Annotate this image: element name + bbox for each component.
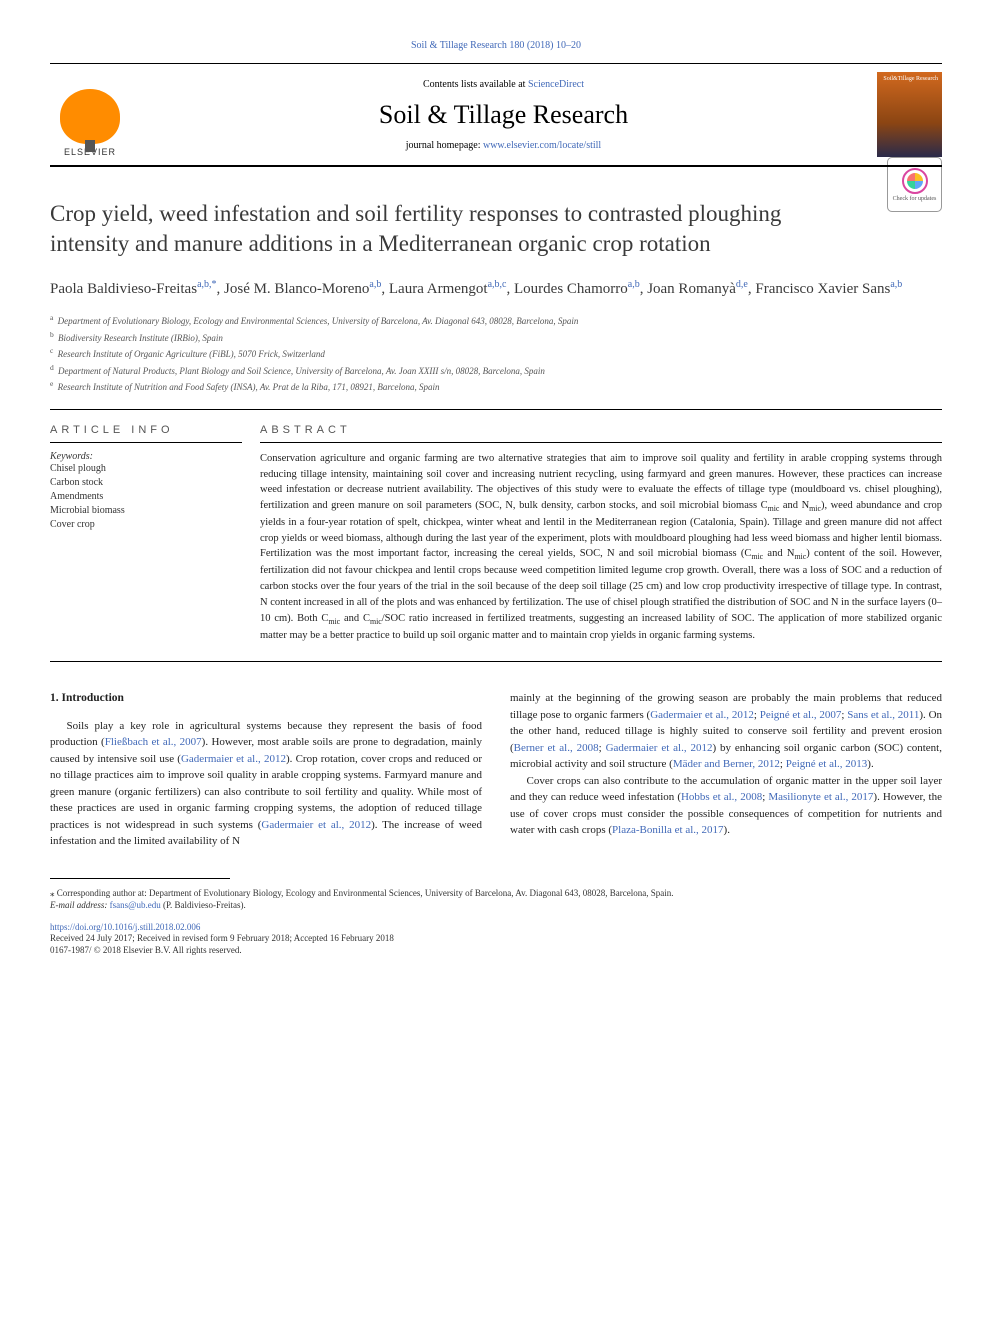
- contents-prefix: Contents lists available at: [423, 79, 528, 90]
- intro-heading: 1. Introduction: [50, 690, 482, 707]
- contents-available: Contents lists available at ScienceDirec…: [130, 79, 877, 90]
- check-updates-label: Check for updates: [893, 196, 937, 202]
- sciencedirect-link[interactable]: ScienceDirect: [528, 79, 584, 90]
- keywords-list: Chisel ploughCarbon stockAmendmentsMicro…: [50, 462, 242, 532]
- keyword-item: Chisel plough: [50, 462, 242, 476]
- affiliation-d: d Department of Natural Products, Plant …: [50, 362, 942, 379]
- article-body: 1. Introduction Soils play a key role in…: [50, 690, 942, 849]
- journal-cover-thumbnail: Soil&Tillage Research: [877, 72, 942, 157]
- journal-reference: Soil & Tillage Research 180 (2018) 10–20: [50, 40, 942, 51]
- author-list: Paola Baldivieso-Freitasa,b,*, José M. B…: [50, 277, 942, 301]
- keyword-item: Microbial biomass: [50, 504, 242, 518]
- affiliation-a: a Department of Evolutionary Biology, Ec…: [50, 312, 942, 329]
- intro-paragraph-2: mainly at the beginning of the growing s…: [510, 690, 942, 773]
- abstract-text: Conservation agriculture and organic far…: [260, 451, 942, 643]
- email-author-name: (P. Baldivieso-Freitas).: [163, 900, 246, 910]
- received-line: Received 24 July 2017; Received in revis…: [50, 932, 942, 945]
- cover-title: Soil&Tillage Research: [883, 76, 938, 83]
- affiliations: a Department of Evolutionary Biology, Ec…: [50, 312, 942, 410]
- article-info-panel: ARTICLE INFO Keywords: Chisel ploughCarb…: [50, 410, 260, 661]
- affiliation-b: b Biodiversity Research Institute (IRBio…: [50, 329, 942, 346]
- keyword-item: Cover crop: [50, 518, 242, 532]
- doi-link[interactable]: https://doi.org/10.1016/j.still.2018.02.…: [50, 922, 942, 932]
- keywords-label: Keywords:: [50, 451, 242, 462]
- corresponding-email-link[interactable]: fsans@ub.edu: [110, 900, 161, 910]
- journal-header: ELSEVIER Contents lists available at Sci…: [50, 63, 942, 167]
- journal-homepage: journal homepage: www.elsevier.com/locat…: [130, 140, 877, 151]
- keyword-item: Amendments: [50, 490, 242, 504]
- intro-paragraph-1: Soils play a key role in agricultural sy…: [50, 718, 482, 850]
- homepage-link[interactable]: www.elsevier.com/locate/still: [483, 140, 601, 151]
- intro-paragraph-3: Cover crops can also contribute to the a…: [510, 773, 942, 839]
- crossmark-icon: [902, 168, 928, 194]
- journal-name: Soil & Tillage Research: [130, 100, 877, 130]
- article-info-label: ARTICLE INFO: [50, 424, 242, 436]
- keyword-item: Carbon stock: [50, 476, 242, 490]
- footnote-separator: [50, 878, 230, 879]
- abstract-label: ABSTRACT: [260, 424, 942, 436]
- affiliation-c: c Research Institute of Organic Agricult…: [50, 345, 942, 362]
- elsevier-logo: ELSEVIER: [50, 72, 130, 157]
- copyright-line: 0167-1987/ © 2018 Elsevier B.V. All righ…: [50, 944, 942, 957]
- affiliation-e: e Research Institute of Nutrition and Fo…: [50, 378, 942, 395]
- email-label: E-mail address:: [50, 900, 107, 910]
- abstract-panel: ABSTRACT Conservation agriculture and or…: [260, 410, 942, 661]
- corresponding-author-note: ⁎ Corresponding author at: Department of…: [50, 887, 942, 912]
- homepage-prefix: journal homepage:: [406, 140, 483, 151]
- article-title: Crop yield, weed infestation and soil fe…: [50, 199, 942, 259]
